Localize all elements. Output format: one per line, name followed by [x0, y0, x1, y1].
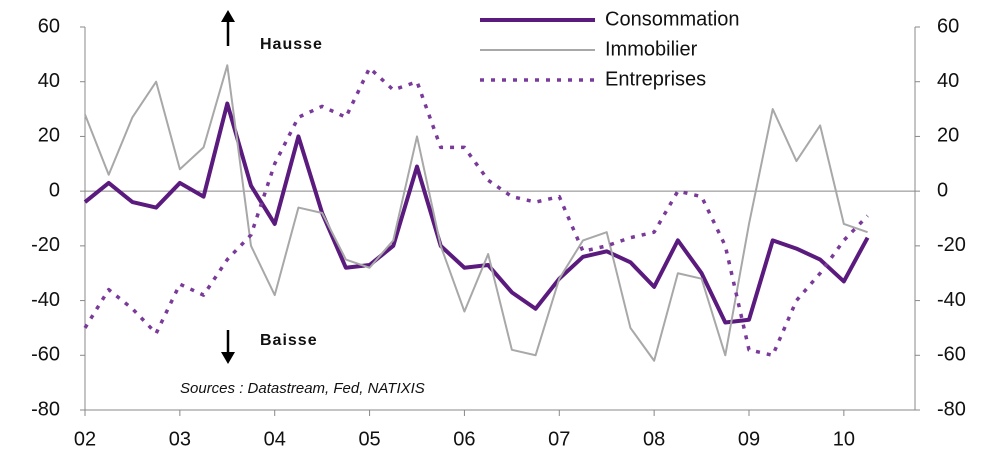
y2-tick-label: -60: [937, 344, 966, 366]
y2-tick-label: -40: [937, 289, 966, 311]
x-tick-label: 09: [738, 428, 760, 450]
x-tick-label: 04: [264, 428, 286, 450]
series-line: [84, 64, 868, 362]
series-line: [83, 101, 870, 325]
y-tick-label: 40: [38, 70, 60, 92]
x-tick-label: 08: [643, 428, 665, 450]
y-tick-label: -80: [31, 398, 60, 420]
x-tick-label: 10: [833, 428, 855, 450]
annotation: Hausse: [260, 36, 323, 53]
y2-tick-label: 0: [937, 179, 948, 201]
annotation: Baisse: [260, 332, 318, 349]
y-tick-label: -20: [31, 234, 60, 256]
y2-tick-label: -80: [937, 398, 966, 420]
y2-tick-label: 60: [937, 15, 959, 37]
up-arrow-head: [221, 10, 235, 22]
x-tick-label: 06: [453, 428, 475, 450]
legend-label: Immobilier: [605, 38, 698, 60]
y2-tick-label: 40: [937, 70, 959, 92]
series-line: [83, 66, 869, 358]
legend-label: Consommation: [605, 8, 740, 30]
x-tick-label: 03: [169, 428, 191, 450]
y-tick-label: -40: [31, 289, 60, 311]
y-tick-label: 20: [38, 125, 60, 147]
y-tick-label: 0: [49, 179, 60, 201]
x-tick-label: 07: [548, 428, 570, 450]
x-tick-label: 05: [358, 428, 380, 450]
y2-tick-label: -20: [937, 234, 966, 256]
legend-label: Entreprises: [605, 68, 706, 90]
x-tick-label: 02: [74, 428, 96, 450]
y2-tick-label: 20: [937, 125, 959, 147]
y-tick-label: 60: [38, 15, 60, 37]
down-arrow-head: [221, 352, 235, 364]
y-tick-label: -60: [31, 344, 60, 366]
source-note: Sources : Datastream, Fed, NATIXIS: [180, 380, 425, 397]
